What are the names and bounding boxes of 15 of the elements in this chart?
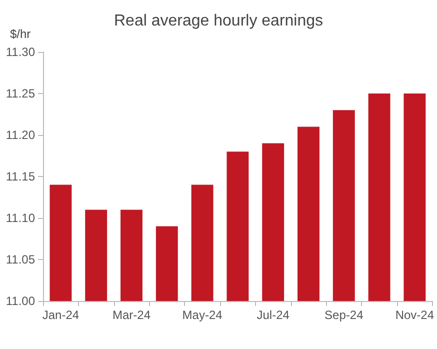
x-tick-label: May-24 [182, 308, 223, 322]
y-tick-label: 11.30 [6, 45, 36, 59]
x-tick-label: Jul-24 [256, 308, 290, 322]
y-axis-title: $/hr [10, 27, 31, 41]
x-tick-label: Mar-24 [112, 308, 151, 322]
y-tick-label: 11.00 [6, 294, 36, 308]
y-tick-label: 11.15 [6, 170, 36, 184]
chart-title: Real average hourly earnings [114, 12, 324, 30]
y-tick-label: 11.25 [6, 86, 36, 100]
y-tick-label: 11.05 [6, 252, 36, 266]
x-tick-label: Nov-24 [395, 308, 434, 322]
x-tick-label: Jan-24 [42, 308, 80, 322]
y-tick-label: 11.10 [6, 211, 36, 225]
y-tick-label: 11.20 [6, 128, 36, 142]
x-tick-label: Sep-24 [324, 308, 364, 322]
